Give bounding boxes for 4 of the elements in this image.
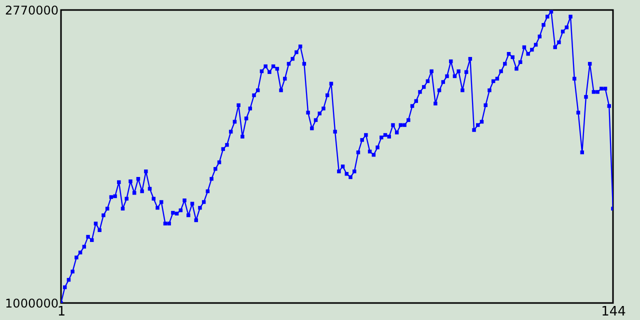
y-tick-label: 2770000 bbox=[5, 4, 58, 18]
x-tick-label: 1 bbox=[57, 304, 66, 320]
x-tick-label: 144 bbox=[601, 304, 626, 320]
y-tick-label: 1000000 bbox=[5, 296, 58, 310]
